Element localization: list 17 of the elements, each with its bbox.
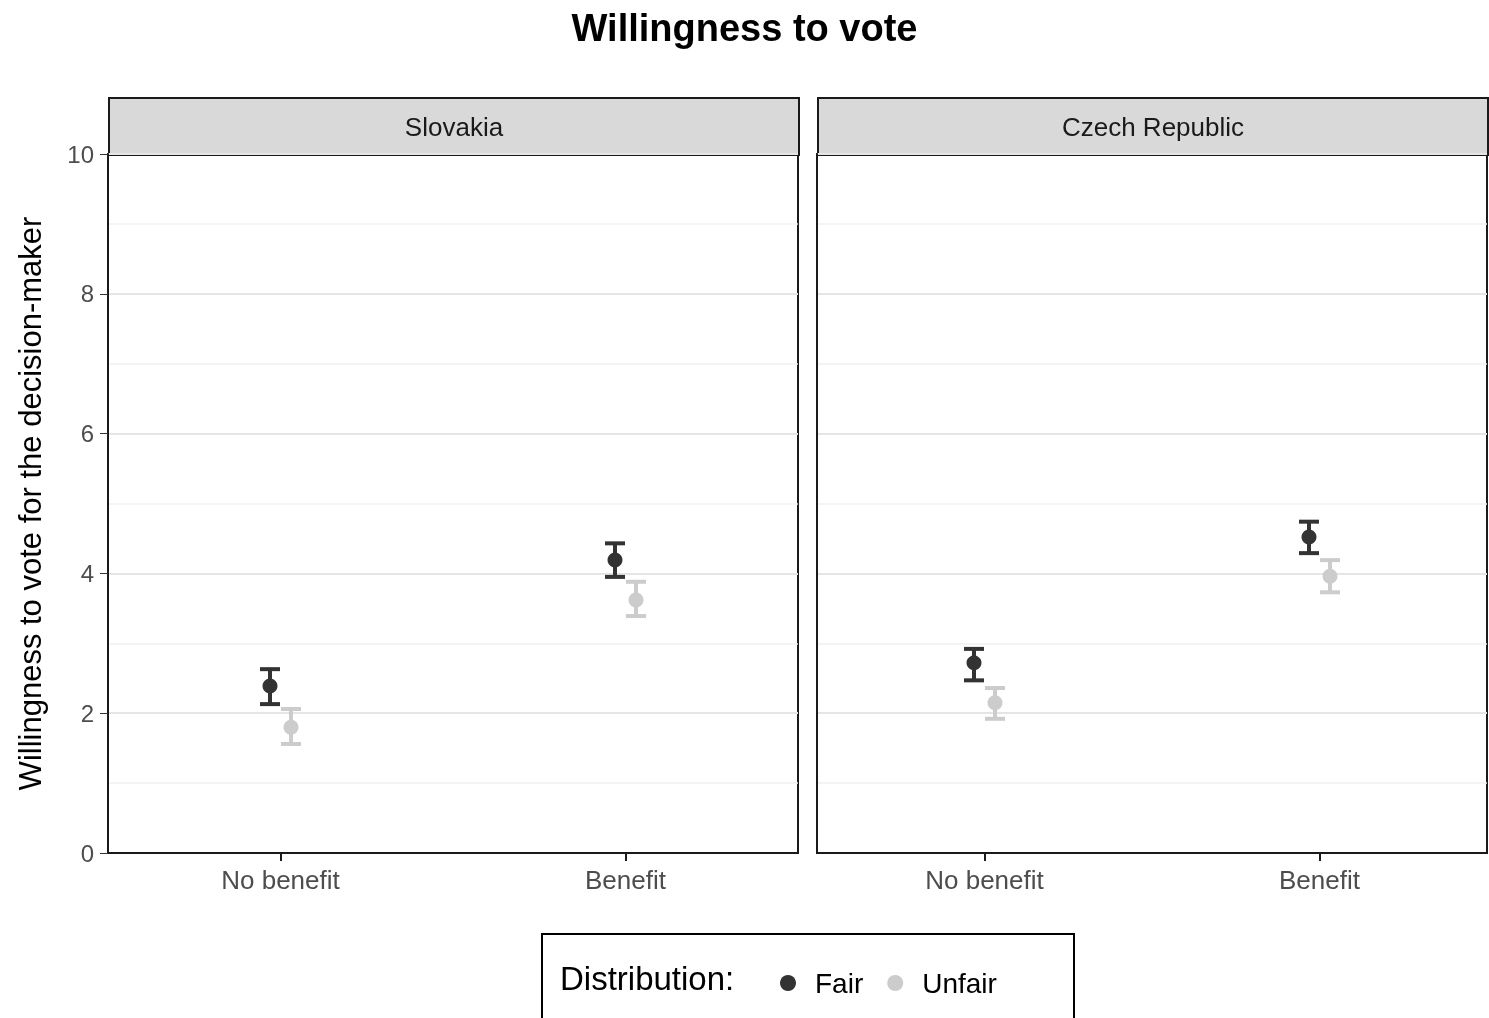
x-tick-label: Benefit: [1279, 865, 1361, 895]
chart-subtitle: Slovakia: [404, 112, 504, 142]
y-tick-label: 0: [80, 839, 94, 867]
legend-label: Unfair: [922, 967, 997, 999]
legend-label: Fair: [815, 967, 864, 999]
y-tick-label: 8: [80, 280, 94, 308]
chart-title: Willingness to vote: [571, 7, 918, 49]
legend-title: Distribution:: [560, 960, 735, 997]
x-tick-label: No benefit: [221, 865, 341, 895]
y-tick-label: 4: [80, 559, 94, 587]
chart-subtitle: Czech Republic: [1061, 112, 1245, 142]
y-tick-label: 10: [67, 140, 94, 168]
y-tick-label: 2: [80, 699, 94, 727]
y-tick-label: 6: [80, 420, 94, 448]
y-axis-title: Willingness to vote for the decision-maker: [13, 216, 48, 791]
x-tick-label: No benefit: [925, 865, 1045, 895]
x-tick-label: Benefit: [585, 865, 667, 895]
